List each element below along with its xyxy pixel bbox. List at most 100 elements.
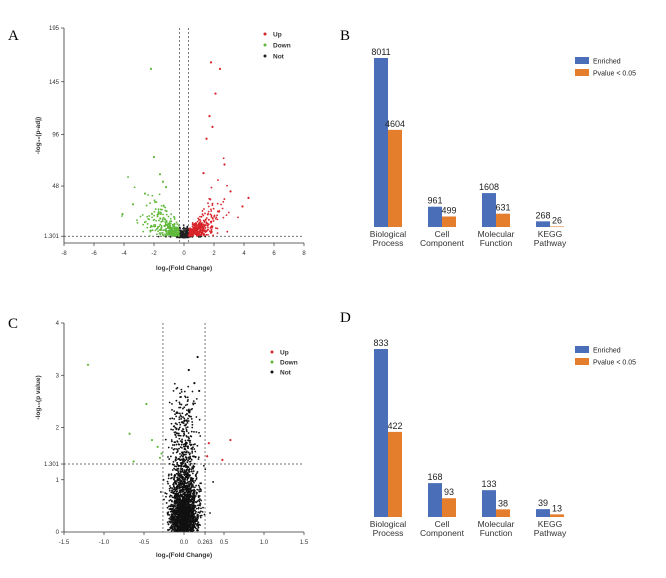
data-point <box>150 224 153 227</box>
data-point <box>185 529 188 532</box>
data-point <box>168 401 171 404</box>
data-point <box>171 487 174 490</box>
data-point <box>176 476 179 479</box>
data-point <box>197 484 200 487</box>
data-point <box>164 438 167 441</box>
data-point <box>170 422 173 425</box>
data-point <box>179 227 181 230</box>
data-point <box>205 217 208 219</box>
data-point <box>177 474 180 477</box>
data-point <box>197 504 199 507</box>
data-point <box>189 493 192 496</box>
data-point <box>188 411 191 414</box>
data-point <box>169 217 172 220</box>
bar-value-label: 39 <box>538 498 548 508</box>
data-point <box>181 490 184 493</box>
data-point <box>198 490 201 493</box>
data-point <box>207 233 209 236</box>
data-point <box>197 496 200 499</box>
data-point <box>175 456 178 459</box>
data-point <box>181 467 184 470</box>
data-point <box>191 489 193 492</box>
data-point <box>169 504 172 507</box>
data-point <box>199 228 202 231</box>
data-point <box>183 499 186 502</box>
data-point <box>182 226 185 229</box>
data-point <box>178 510 181 512</box>
y-tick-label: 96 <box>52 132 59 138</box>
data-point <box>164 206 167 209</box>
data-point <box>204 218 207 221</box>
data-point <box>159 233 162 236</box>
data-point <box>203 513 206 516</box>
x-tick-label: 8 <box>302 251 306 257</box>
data-point <box>172 452 175 454</box>
data-point <box>176 480 178 482</box>
data-point <box>182 443 185 446</box>
data-point <box>162 216 165 219</box>
data-point <box>180 521 183 524</box>
category-label: Process <box>373 238 404 248</box>
data-point <box>183 424 186 427</box>
data-point <box>191 451 194 454</box>
data-point <box>205 221 208 224</box>
data-point <box>191 423 194 426</box>
data-point <box>174 235 176 238</box>
bar-value-label: 268 <box>535 210 550 220</box>
data-point <box>216 214 219 217</box>
data-point <box>168 458 171 460</box>
x-tick-label: 4 <box>242 251 246 257</box>
data-point <box>186 396 189 399</box>
data-point <box>169 498 172 501</box>
data-point <box>173 410 176 413</box>
data-point <box>192 400 195 403</box>
data-point <box>171 447 173 449</box>
data-point <box>204 227 207 229</box>
data-point <box>179 501 181 503</box>
data-point <box>171 228 174 231</box>
data-point <box>179 452 181 455</box>
data-point-up <box>223 163 226 166</box>
data-point <box>179 459 182 462</box>
data-point <box>179 471 182 474</box>
data-point-down <box>152 155 156 159</box>
data-point <box>166 234 168 237</box>
data-point <box>171 489 173 492</box>
data-point <box>174 441 177 444</box>
data-point <box>172 511 174 513</box>
data-point <box>176 441 179 443</box>
data-point <box>175 230 178 233</box>
category-label: Cell <box>435 229 450 239</box>
data-point <box>200 225 203 228</box>
data-point <box>172 460 175 463</box>
data-point <box>180 396 182 398</box>
data-point <box>188 529 191 532</box>
data-point <box>168 528 171 531</box>
data-point <box>174 473 176 476</box>
data-point <box>173 218 176 220</box>
data-point <box>177 478 179 481</box>
legend-marker-down <box>270 360 274 364</box>
data-point <box>169 230 172 233</box>
data-point <box>191 407 194 410</box>
data-point <box>182 462 185 465</box>
data-point <box>192 484 194 486</box>
data-point-down <box>164 186 168 189</box>
legend-marker-not <box>263 54 267 58</box>
data-point <box>164 222 167 224</box>
data-point <box>192 524 195 527</box>
data-point <box>193 225 196 227</box>
legend-label-down: Down <box>280 360 298 367</box>
data-point <box>212 234 215 237</box>
legend-label-up: Up <box>280 350 289 357</box>
data-point <box>180 390 183 393</box>
data-point <box>191 229 193 232</box>
category-label: Pathway <box>534 238 567 248</box>
legend-marker-up <box>270 350 274 354</box>
data-point <box>222 200 225 203</box>
data-point <box>183 419 186 422</box>
data-point <box>192 472 194 475</box>
data-point <box>190 458 193 461</box>
data-point <box>173 382 176 385</box>
data-point <box>174 413 176 416</box>
